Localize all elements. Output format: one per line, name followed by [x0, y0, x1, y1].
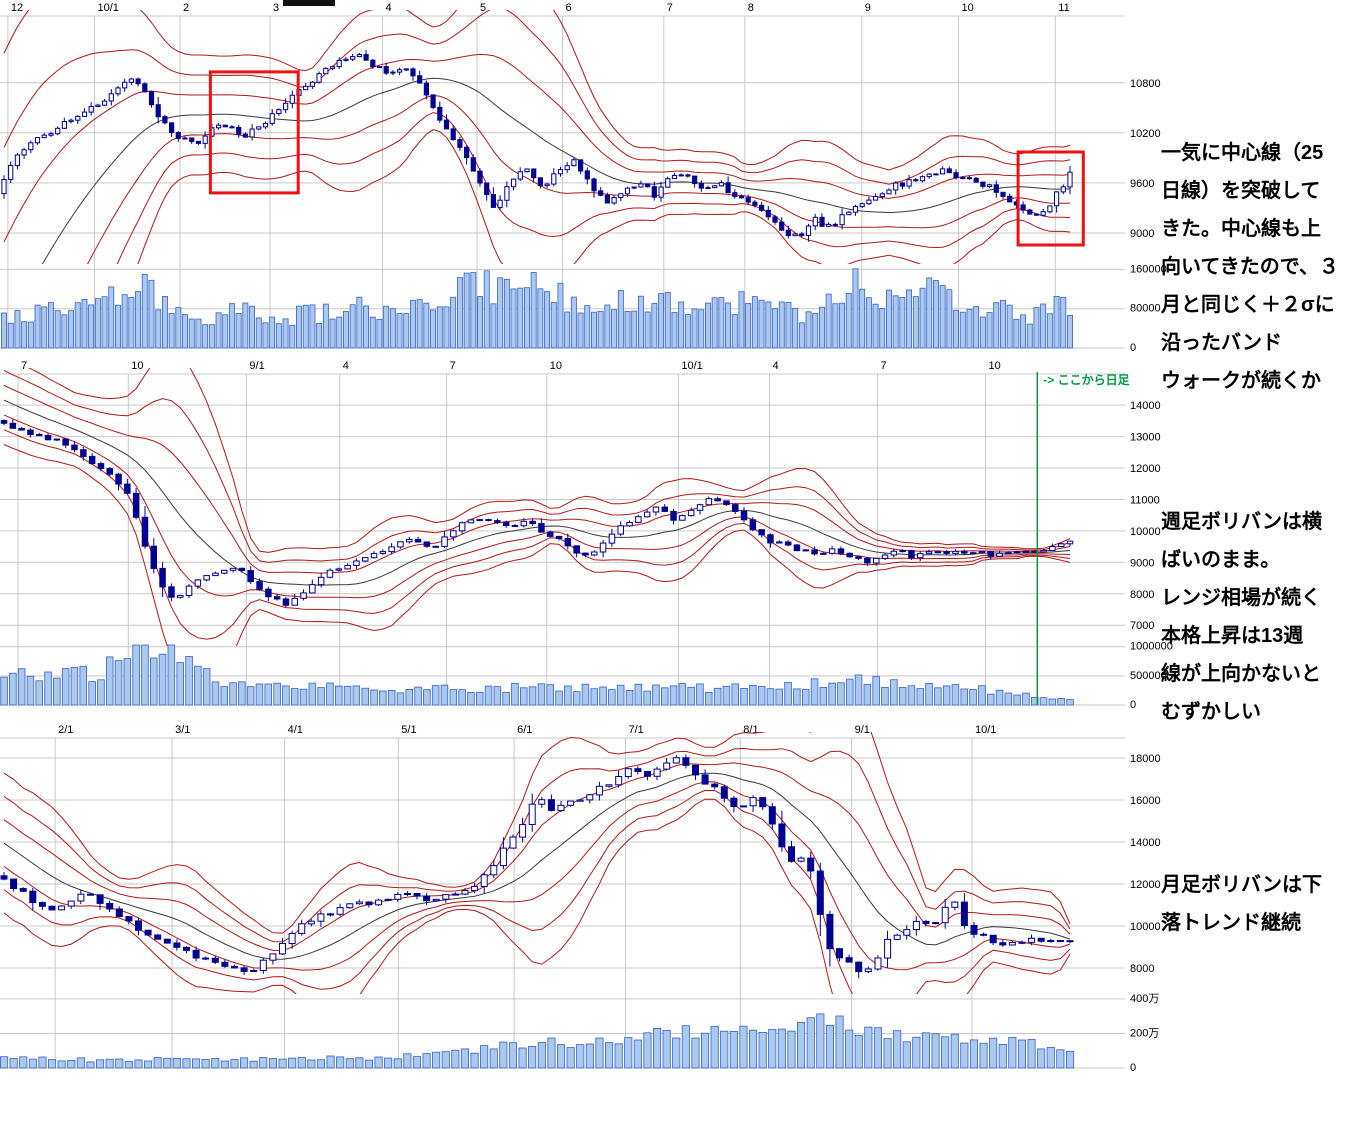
svg-text:12: 12 — [11, 2, 23, 14]
weekly-annotation-text: 週足ボリバンは横 ばいのまま。 レンジ相場が続く 本格上昇は13週 線が上向かな… — [1161, 511, 1322, 723]
svg-text:7: 7 — [450, 360, 456, 372]
daily-annotation-text: 一気に中心線（25 日線）を突破して きた。中心線も上 向いてきたので、３ 月と… — [1161, 142, 1339, 392]
svg-text:9000: 9000 — [1130, 228, 1154, 240]
svg-text:160000: 160000 — [1130, 263, 1167, 275]
svg-text:7: 7 — [881, 360, 887, 372]
svg-text:10/1: 10/1 — [98, 2, 119, 14]
svg-text:0: 0 — [1130, 699, 1136, 710]
svg-text:0: 0 — [1130, 1062, 1136, 1074]
daily-chart-panel: 12 10/1 2 3 4 5 6 7 8 9 10 11 10800 10200 9600 9000 1600… — [0, 0, 1210, 352]
monthly-chart-panel: 2/1 3/1 4/1 5/1 6/1 7/1 8/1 9/1 10/1 18000 16000 14… — [0, 722, 1210, 1075]
svg-text:5: 5 — [480, 2, 486, 14]
svg-text:200万: 200万 — [1130, 1028, 1159, 1040]
svg-text:6/1: 6/1 — [517, 724, 532, 736]
svg-text:6: 6 — [566, 2, 572, 14]
monthly-chart-canvas: 2/1 3/1 4/1 5/1 6/1 7/1 8/1 9/1 10/1 18000 16000 14… — [0, 724, 1161, 1074]
svg-text:10/1: 10/1 — [681, 360, 702, 372]
svg-text:10200: 10200 — [1130, 128, 1161, 140]
svg-text:12000: 12000 — [1130, 463, 1161, 475]
svg-text:3/1: 3/1 — [175, 724, 190, 736]
svg-text:4: 4 — [773, 360, 779, 372]
svg-text:14000: 14000 — [1130, 837, 1161, 849]
svg-text:10000: 10000 — [1130, 526, 1161, 538]
svg-text:2: 2 — [183, 2, 189, 14]
svg-text:12000: 12000 — [1130, 879, 1161, 891]
svg-text:13000: 13000 — [1130, 432, 1161, 444]
svg-text:9: 9 — [865, 2, 871, 14]
svg-text:7000: 7000 — [1130, 620, 1154, 632]
svg-text:9000: 9000 — [1130, 557, 1154, 569]
svg-text:9/1: 9/1 — [249, 360, 264, 372]
svg-text:0: 0 — [1130, 342, 1136, 352]
svg-text:8000: 8000 — [1130, 589, 1154, 601]
svg-text:2/1: 2/1 — [58, 724, 73, 736]
svg-text:11: 11 — [1058, 2, 1069, 14]
svg-text:8000: 8000 — [1130, 963, 1154, 975]
svg-text:11000: 11000 — [1130, 495, 1160, 507]
svg-text:4: 4 — [343, 360, 349, 372]
svg-text:500000: 500000 — [1130, 670, 1167, 682]
svg-text:4/1: 4/1 — [288, 724, 303, 736]
svg-text:4: 4 — [386, 2, 392, 14]
monthly-annotation-text: 月足ボリバンは下 落トレンド継続 — [1161, 874, 1322, 934]
screenshot-artifact-bar — [283, 0, 335, 6]
svg-text:8/1: 8/1 — [743, 724, 758, 736]
svg-text:16000: 16000 — [1130, 795, 1161, 807]
svg-text:10: 10 — [550, 360, 562, 372]
svg-text:8: 8 — [748, 2, 754, 14]
svg-text:-> ここから日足: -> ここから日足 — [1043, 373, 1129, 387]
svg-text:80000: 80000 — [1130, 303, 1161, 315]
svg-text:14000: 14000 — [1130, 400, 1161, 412]
svg-text:10800: 10800 — [1130, 78, 1161, 90]
svg-text:9/1: 9/1 — [855, 724, 870, 736]
svg-text:10000: 10000 — [1130, 921, 1161, 933]
svg-text:10: 10 — [131, 360, 143, 372]
weekly-chart-canvas: 7 10 9/1 4 7 10 10/1 4 7 10 14000 13000 12000 11000 10… — [0, 360, 1173, 710]
weekly-chart-panel: 7 10 9/1 4 7 10 10/1 4 7 10 14000 13000 12000 11000 10… — [0, 358, 1210, 710]
svg-text:10: 10 — [962, 2, 974, 14]
svg-text:5/1: 5/1 — [401, 724, 416, 736]
svg-text:7: 7 — [21, 360, 27, 372]
svg-text:3: 3 — [273, 2, 279, 14]
svg-text:1000000: 1000000 — [1130, 641, 1173, 653]
svg-text:9600: 9600 — [1130, 178, 1154, 190]
svg-text:18000: 18000 — [1130, 753, 1161, 765]
svg-text:10/1: 10/1 — [975, 724, 996, 736]
svg-text:400万: 400万 — [1130, 993, 1159, 1005]
svg-text:7: 7 — [667, 2, 673, 14]
daily-chart-canvas: 12 10/1 2 3 4 5 6 7 8 9 10 11 10800 10200 9600 9000 1600… — [0, 2, 1167, 352]
svg-text:10: 10 — [989, 360, 1001, 372]
svg-text:7/1: 7/1 — [629, 724, 644, 736]
